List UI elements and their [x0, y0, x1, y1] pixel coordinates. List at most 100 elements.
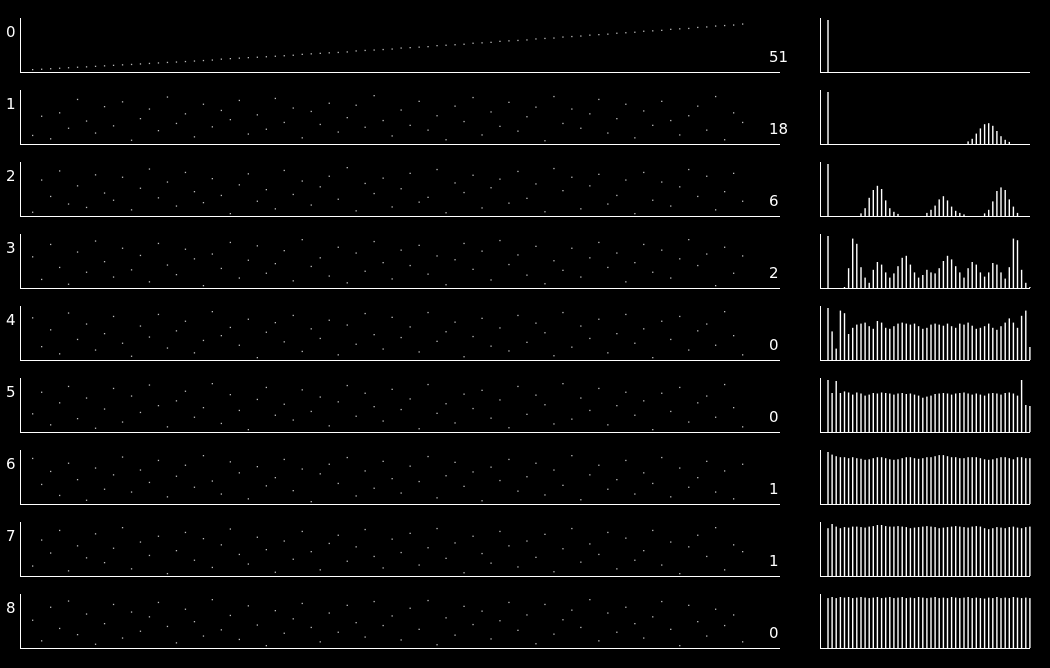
- scatter-point: [742, 255, 744, 257]
- scatter-point: [85, 323, 88, 325]
- scatter-point: [319, 337, 321, 340]
- scatter-point: [517, 385, 519, 388]
- scatter-point: [211, 383, 213, 385]
- scatter-point: [337, 482, 339, 485]
- scatter-point: [103, 261, 106, 263]
- scatter-point: [256, 536, 258, 538]
- scatter-point: [220, 194, 222, 197]
- scatter-point: [41, 179, 43, 181]
- scatter-point: [220, 493, 222, 495]
- scatter-point: [301, 53, 303, 55]
- scatter-point: [85, 271, 88, 273]
- scatter-point: [715, 527, 717, 529]
- scatter-point: [535, 394, 537, 396]
- scatter-point: [112, 64, 115, 66]
- scatter-point: [472, 407, 474, 410]
- scatter-point: [706, 555, 708, 558]
- scatter-point: [310, 53, 312, 55]
- scatter-point: [535, 322, 537, 324]
- scatter-point: [346, 51, 348, 53]
- scatter-point: [319, 473, 321, 475]
- scatter-point: [220, 422, 222, 425]
- scatter-point: [391, 206, 393, 208]
- scatter-point: [175, 642, 178, 644]
- scatter-point: [274, 208, 276, 210]
- scatter-point: [427, 196, 429, 198]
- scatter-point: [328, 275, 330, 277]
- scatter-point: [382, 348, 384, 350]
- scatter-point: [148, 62, 151, 65]
- scatter-point: [733, 272, 735, 274]
- scatter-point: [337, 51, 339, 54]
- scatter-point: [589, 185, 591, 187]
- scatter-point: [373, 192, 375, 195]
- scatter-point: [175, 400, 178, 402]
- scatter-point: [418, 46, 420, 48]
- scatter-point: [310, 265, 312, 268]
- scatter-point: [41, 539, 43, 541]
- scatter-point: [274, 97, 276, 100]
- scatter-point: [32, 256, 34, 258]
- scatter-point: [616, 479, 618, 481]
- scatter-point: [625, 281, 627, 283]
- scatter-point: [679, 134, 681, 136]
- scatter-point: [59, 402, 61, 404]
- scatter-point: [661, 181, 663, 183]
- scatter-point: [643, 30, 645, 32]
- scatter-point: [202, 202, 205, 204]
- scatter-point: [67, 312, 70, 314]
- scatter-point: [148, 281, 151, 283]
- scatter-point: [32, 317, 34, 319]
- scatter-point: [238, 344, 240, 346]
- scatter-point: [319, 52, 321, 54]
- scatter-point: [373, 49, 375, 51]
- scatter-point: [211, 566, 213, 569]
- scatter-point: [562, 269, 564, 271]
- scatter-point: [292, 558, 294, 560]
- scatter-point: [508, 601, 510, 604]
- scatter-point: [193, 60, 196, 62]
- scatter-point: [418, 100, 420, 102]
- scatter-point: [274, 322, 276, 324]
- scatter-point: [76, 634, 79, 636]
- scatter-point: [256, 114, 258, 116]
- scatter-point: [139, 63, 142, 65]
- scatter-point: [616, 194, 618, 197]
- scatter-point: [409, 264, 411, 267]
- scatter-point: [166, 496, 169, 498]
- scatter-point: [733, 172, 735, 174]
- scatter-point: [319, 641, 321, 643]
- scatter-point: [598, 241, 600, 244]
- scatter-point: [50, 195, 52, 198]
- scatter-point: [454, 321, 456, 323]
- scatter-point: [508, 427, 510, 429]
- scatter-point: [634, 213, 636, 215]
- scatter-point: [607, 266, 609, 269]
- scatter-point: [157, 601, 160, 604]
- scatter-point: [490, 345, 492, 347]
- scatter-point: [229, 394, 231, 396]
- scatter-point: [409, 172, 411, 174]
- scatter-point: [292, 419, 294, 421]
- scatter-point: [445, 44, 447, 46]
- scatter-point: [121, 456, 124, 458]
- scatter-point: [41, 391, 43, 393]
- scatter-point: [454, 634, 456, 636]
- scatter-point: [661, 600, 663, 603]
- scatter-point: [76, 545, 79, 547]
- scatter-point: [157, 242, 160, 245]
- scatter-point: [85, 120, 88, 122]
- scatter-point: [292, 193, 294, 196]
- scatter-point: [607, 488, 609, 490]
- scatter-point: [481, 134, 483, 136]
- row-4: 40: [6, 306, 1031, 361]
- scatter-point: [274, 414, 276, 416]
- count-label: 6: [769, 192, 779, 210]
- scatter-point: [679, 645, 681, 647]
- scatter-point: [652, 357, 654, 359]
- scatter-point: [724, 311, 726, 313]
- scatter-point: [436, 255, 438, 257]
- scatter-point: [643, 550, 645, 552]
- scatter-point: [301, 602, 303, 605]
